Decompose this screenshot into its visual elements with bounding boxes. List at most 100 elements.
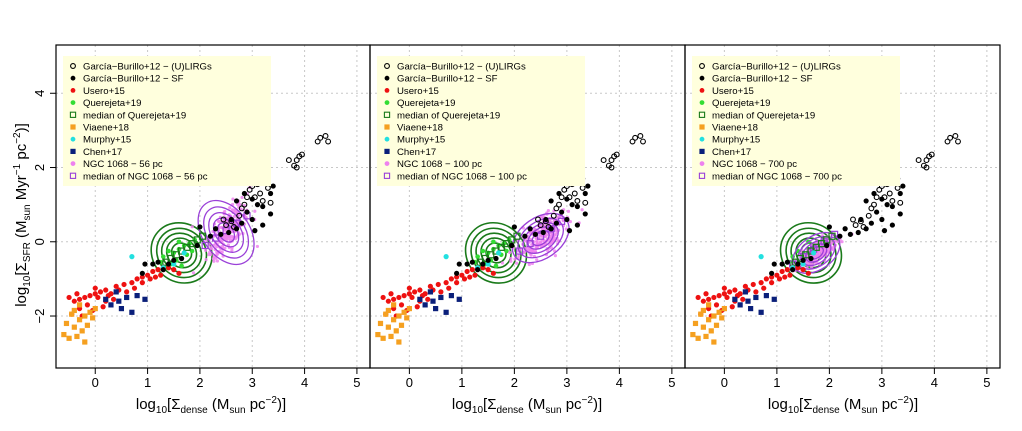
usero-point [461, 276, 468, 282]
querejeta-median-marker [497, 243, 505, 251]
murphy-point [443, 254, 449, 260]
usero-point [782, 274, 788, 280]
x-tick-label: 1 [458, 375, 465, 390]
garcia-burillo-sf-point [824, 242, 830, 249]
legend-entry: Querejeta+19 [397, 98, 455, 109]
usero-point [485, 267, 491, 273]
garcia-burillo-lirgs-point [886, 190, 893, 197]
usero-point [784, 267, 790, 273]
x-tick-label: 2 [196, 375, 203, 390]
garcia-burillo-lirgs-point [923, 164, 930, 171]
chen-point [417, 296, 423, 302]
garcia-burillo-sf-point [855, 229, 861, 236]
chen-point [448, 293, 454, 299]
chen-point [422, 302, 428, 308]
legend-symbol [699, 124, 705, 130]
viaene-point [385, 324, 391, 330]
garcia-burillo-sf-point [574, 203, 580, 210]
garcia-burillo-sf-point [207, 233, 213, 239]
usero-point [787, 272, 793, 278]
x-tick-label: 3 [249, 375, 256, 390]
ngc1068-median-marker [558, 217, 566, 225]
querejeta-median-marker [828, 232, 836, 240]
murphy-point [171, 261, 177, 267]
viaene-point [716, 309, 722, 315]
chen-point [456, 296, 462, 302]
querejeta-point [189, 248, 195, 254]
viaene-point [92, 305, 98, 312]
ngc1068-point [231, 197, 235, 201]
chen-point [118, 305, 125, 312]
usero-point [401, 293, 407, 299]
chen-point [124, 294, 130, 301]
ngc1068-point [225, 238, 229, 242]
x-tick-label: 4 [616, 375, 623, 390]
ngc1068-point [549, 246, 554, 250]
viaene-point [388, 333, 394, 340]
viaene-point [396, 313, 402, 319]
garcia-burillo-sf-point [179, 255, 185, 262]
garcia-burillo-sf-point [155, 259, 161, 265]
ngc1068-point [216, 219, 220, 223]
usero-point [171, 267, 177, 273]
ngc1068-point [840, 240, 844, 244]
garcia-burillo-lirgs-point [537, 222, 544, 229]
garcia-burillo-sf-point [527, 226, 533, 232]
x-tick-label: 0 [721, 375, 728, 390]
garcia-burillo-sf-point [267, 190, 274, 197]
viaene-point [401, 309, 407, 315]
legend-entry: median of NGC 1068 − 56 pc [83, 171, 208, 182]
viaene-point [692, 320, 699, 327]
usero-point [406, 291, 412, 297]
usero-point [711, 294, 717, 301]
garcia-burillo-lirgs-point [600, 157, 607, 164]
usero-point [92, 285, 98, 291]
usero-point [139, 280, 145, 286]
garcia-burillo-sf-point [233, 198, 240, 204]
chen-point [129, 309, 135, 315]
garcia-burillo-sf-point [548, 198, 554, 204]
usero-point [472, 272, 478, 278]
legend-entry: median of Querejeta+19 [83, 110, 186, 121]
garcia-burillo-lirgs-point [640, 138, 646, 145]
ngc1068-point [224, 219, 228, 223]
ngc1068-point [546, 209, 550, 213]
legend-entry: Usero+15 [83, 86, 125, 97]
querejeta-median-marker [188, 240, 196, 248]
legend-entry: median of NGC 1068 − 700 pc [712, 171, 842, 182]
chen-point [763, 293, 769, 299]
garcia-burillo-sf-point [260, 222, 266, 228]
garcia-burillo-lirgs-point [566, 194, 573, 201]
ngc1068-point [204, 258, 208, 262]
viaene-point [82, 339, 88, 345]
garcia-burillo-sf-point [582, 190, 588, 197]
ngc1068-point [517, 254, 521, 258]
usero-point [721, 285, 727, 291]
ngc1068-contour [522, 222, 559, 254]
garcia-burillo-sf-point [142, 261, 148, 267]
viaene-point [76, 317, 83, 323]
garcia-burillo-sf-point [900, 183, 906, 189]
ngc1068-point [515, 261, 519, 265]
legend-entry: Querejeta+19 [83, 98, 141, 109]
usero-point [464, 268, 470, 275]
querejeta-point [160, 254, 166, 259]
ngc1068-point [836, 240, 840, 244]
garcia-burillo-lirgs-point [582, 199, 589, 206]
garcia-burillo-sf-point [771, 261, 777, 267]
ngc1068-point [580, 208, 584, 212]
usero-point [800, 267, 806, 273]
garcia-burillo-sf-point [847, 231, 853, 237]
garcia-burillo-lirgs-point [236, 212, 243, 219]
viaene-point [690, 331, 696, 338]
querejeta-median-marker [487, 251, 495, 259]
garcia-burillo-lirgs-point [550, 212, 557, 219]
garcia-burillo-sf-point [239, 220, 245, 226]
querejeta-contour [470, 227, 522, 279]
usero-point [469, 267, 475, 273]
usero-point [152, 274, 159, 280]
legend-entry: García−Burillo+12 − (U)LIRGs [712, 62, 841, 73]
ngc1068-point [540, 215, 544, 219]
usero-point [158, 272, 164, 278]
